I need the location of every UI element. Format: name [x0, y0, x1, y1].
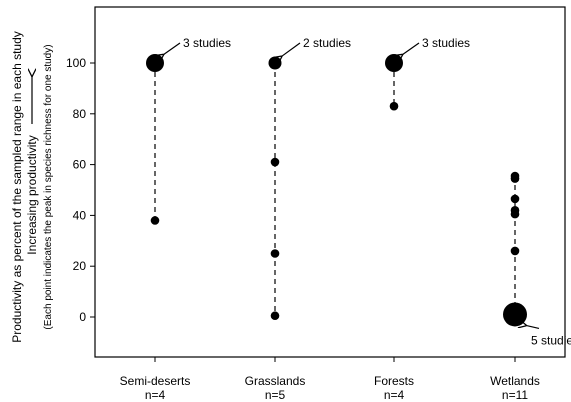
plot-frame — [94, 6, 566, 358]
annotation-label: 3 studies — [183, 36, 231, 50]
x-category-label: Grasslands — [245, 374, 306, 388]
y-tick-label: 0 — [79, 310, 86, 324]
annotation-arrow — [526, 325, 540, 330]
data-point — [385, 54, 403, 72]
y-axis-label-line: Increasing productivity — [25, 135, 39, 254]
x-n-label: n=5 — [265, 388, 286, 402]
annotations: 3 studies 2 studies 3 studies 5 studies — [163, 36, 571, 347]
data-point — [150, 216, 160, 225]
x-category-label: Forests — [374, 374, 414, 388]
annotation-arrow — [402, 42, 420, 55]
x-category-label: Wetlands — [490, 374, 540, 388]
x-n-label: n=4 — [145, 388, 166, 402]
x-n-label: n=4 — [384, 388, 405, 402]
data-point — [146, 54, 164, 72]
data-point — [270, 249, 280, 258]
y-tick-label: 40 — [73, 208, 87, 222]
data-points — [146, 54, 527, 327]
data-point — [510, 174, 520, 183]
x-category-label: Semi-deserts — [120, 374, 191, 388]
data-point — [270, 311, 280, 321]
data-point — [389, 101, 399, 111]
data-point — [510, 209, 520, 219]
annotation-arrow — [163, 42, 181, 55]
y-axis: 0 20 40 60 80 100 — [66, 56, 95, 324]
annotation-label: 5 studies — [531, 333, 571, 347]
y-tick-label: 100 — [66, 56, 86, 70]
y-tick-label: 60 — [73, 158, 87, 172]
x-axis-labels: Semi-desertsn=4Grasslandsn=5Forestsn=4We… — [120, 357, 540, 402]
y-axis-label: Productivity as percent of the sampled r… — [10, 31, 54, 343]
dashed-stems — [154, 63, 516, 316]
data-point — [503, 302, 527, 327]
data-point — [270, 157, 280, 167]
annotation-label: 3 studies — [422, 36, 470, 50]
y-tick-label: 20 — [73, 259, 87, 273]
data-point — [268, 56, 282, 70]
x-n-label: n=11 — [502, 388, 528, 402]
y-tick-label: 80 — [73, 107, 87, 121]
annotation-arrow — [282, 42, 301, 56]
y-axis-label-line: (Each point indicates the peak in specie… — [43, 44, 54, 329]
y-axis-label-line: Productivity as percent of the sampled r… — [10, 31, 24, 343]
data-point — [510, 246, 520, 256]
annotation-label: 2 studies — [303, 36, 351, 50]
data-point — [510, 194, 520, 204]
